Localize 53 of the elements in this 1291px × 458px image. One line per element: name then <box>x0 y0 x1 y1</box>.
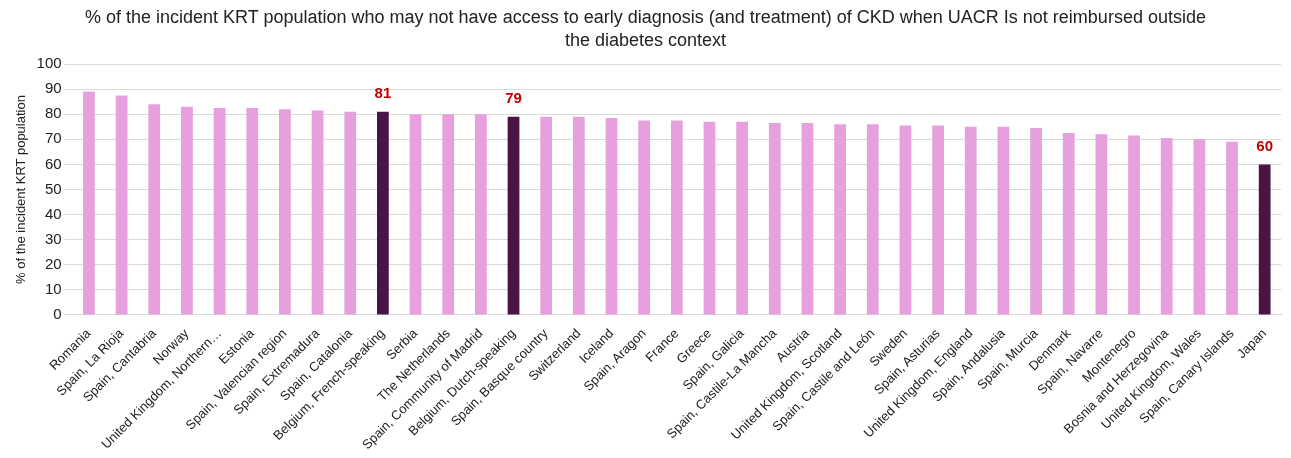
bar <box>1030 128 1042 315</box>
bar <box>670 120 683 315</box>
bar <box>736 121 749 315</box>
bar <box>311 110 324 315</box>
y-tick-label: 50 <box>44 179 62 197</box>
bar <box>1226 141 1238 315</box>
bar <box>1193 139 1206 315</box>
y-tick-label: 0 <box>53 305 62 323</box>
bar <box>344 111 357 315</box>
y-tick-label: 70 <box>44 129 62 147</box>
y-tick-label: 80 <box>44 104 62 122</box>
bar <box>997 126 1010 315</box>
bar <box>768 122 781 315</box>
bar <box>213 107 226 315</box>
y-tick-label: 10 <box>44 280 62 298</box>
bar <box>148 104 161 315</box>
bar <box>507 116 520 315</box>
bar <box>1128 135 1140 315</box>
data-label: 60 <box>1256 137 1274 155</box>
bar <box>1160 138 1173 315</box>
bar <box>474 114 487 315</box>
y-tick-label: 60 <box>44 154 62 172</box>
bar <box>409 114 422 315</box>
y-tick-label: 20 <box>44 254 62 272</box>
bar <box>442 114 455 315</box>
bar <box>1258 164 1271 315</box>
data-label: 79 <box>505 89 522 107</box>
bar <box>1095 134 1108 315</box>
data-label: 81 <box>374 84 392 102</box>
bar <box>703 121 716 315</box>
bar <box>181 106 193 315</box>
bar <box>801 122 814 315</box>
bar <box>605 117 618 315</box>
y-tick-label: 30 <box>44 229 62 247</box>
bar <box>866 124 879 315</box>
bar <box>377 111 389 315</box>
y-tick-label: 90 <box>44 79 62 97</box>
bar <box>899 125 912 315</box>
bar <box>834 124 846 315</box>
bar <box>638 120 651 315</box>
y-axis-title: % of the incident KRT population <box>13 95 29 284</box>
chart-title: % of the incident KRT population who may not have access to early diagnosis (and treatment) of CKD when UACR Is not reimbursed outside the diabetes context <box>84 6 1207 52</box>
bar <box>115 95 128 315</box>
bar <box>1062 133 1075 315</box>
y-tick-label: 40 <box>44 204 62 222</box>
bar <box>83 91 95 315</box>
bar <box>572 116 585 315</box>
y-tick-label: 100 <box>36 54 62 72</box>
bar <box>279 109 291 315</box>
bar <box>932 125 944 315</box>
bar <box>246 107 259 315</box>
bar <box>964 126 977 315</box>
bar <box>540 116 553 315</box>
